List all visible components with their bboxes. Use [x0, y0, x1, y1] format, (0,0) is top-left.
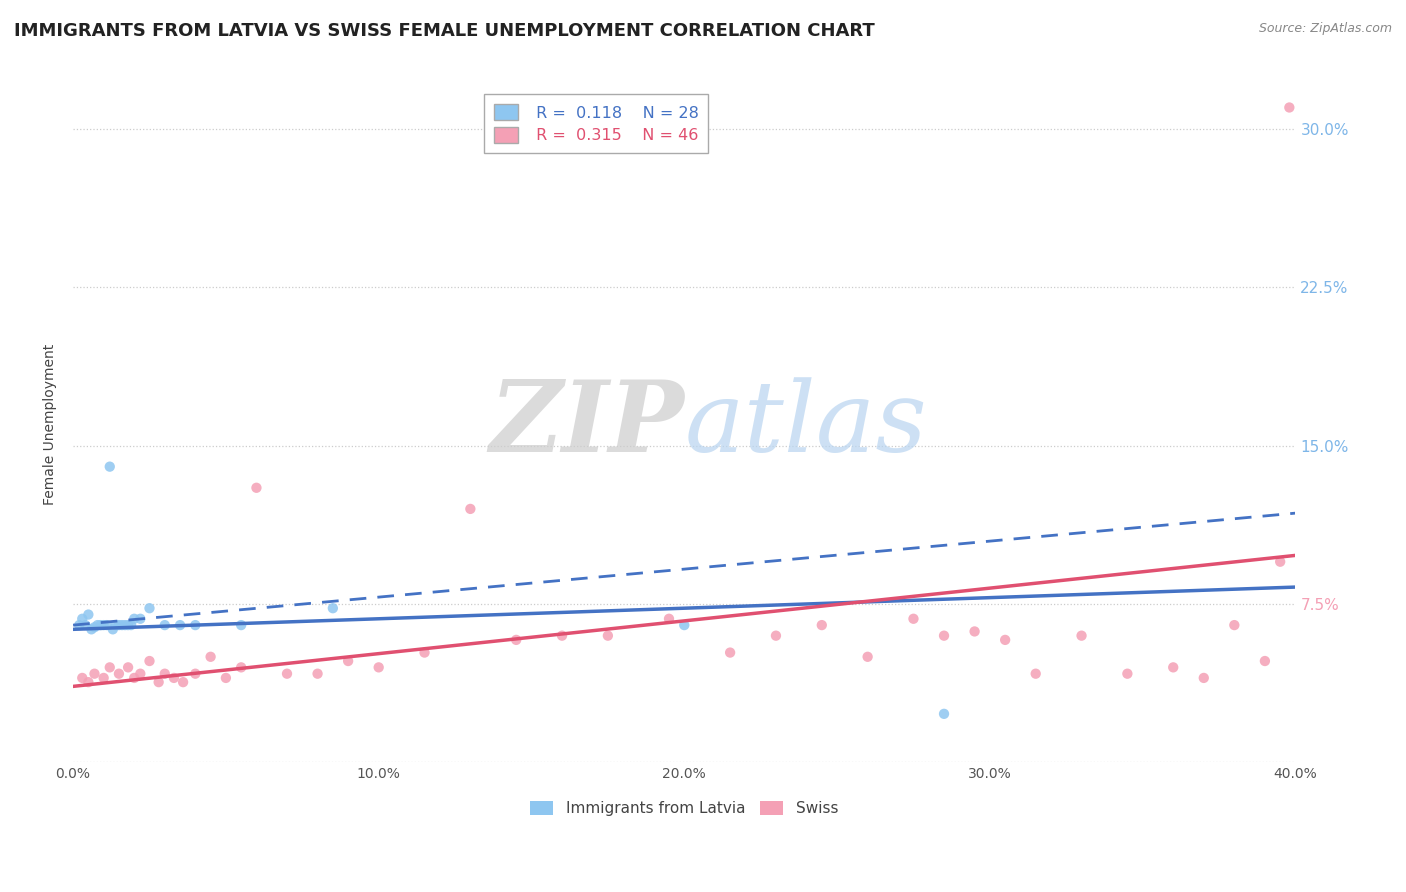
Point — [90, 618, 112, 632]
Point — [129, 612, 152, 626]
Point — [138, 654, 160, 668]
Text: ZIP: ZIP — [489, 376, 685, 473]
Point — [75, 618, 97, 632]
Point — [101, 623, 124, 637]
Text: atlas: atlas — [685, 376, 927, 472]
Point — [184, 666, 207, 681]
Text: IMMIGRANTS FROM LATVIA VS SWISS FEMALE UNEMPLOYMENT CORRELATION CHART: IMMIGRANTS FROM LATVIA VS SWISS FEMALE U… — [14, 22, 875, 40]
Point — [1223, 618, 1246, 632]
Point — [932, 706, 955, 721]
Point — [367, 660, 389, 674]
Point — [86, 618, 108, 632]
Point — [1254, 654, 1277, 668]
Point — [337, 654, 360, 668]
Point — [108, 618, 131, 632]
Point — [1278, 101, 1301, 115]
Point — [1025, 666, 1047, 681]
Point — [153, 666, 176, 681]
Point — [1270, 555, 1292, 569]
Point — [98, 660, 121, 674]
Point — [413, 646, 436, 660]
Point — [658, 612, 681, 626]
Point — [718, 646, 741, 660]
Point — [67, 618, 90, 632]
Point — [93, 671, 115, 685]
Point — [108, 666, 131, 681]
Point — [1192, 671, 1215, 685]
Point — [184, 618, 207, 632]
Point — [1070, 629, 1092, 643]
Point — [231, 618, 253, 632]
Point — [460, 502, 482, 516]
Point — [148, 675, 170, 690]
Point — [163, 671, 186, 685]
Point — [1161, 660, 1184, 674]
Point — [231, 660, 253, 674]
Point — [596, 629, 619, 643]
Point — [276, 666, 298, 681]
Point — [138, 601, 160, 615]
Point — [856, 649, 879, 664]
Point — [96, 618, 118, 632]
Point — [120, 618, 142, 632]
Point — [994, 632, 1017, 647]
Point — [169, 618, 191, 632]
Point — [673, 618, 696, 632]
Point — [153, 618, 176, 632]
Point — [903, 612, 925, 626]
Point — [104, 618, 127, 632]
Point — [77, 675, 100, 690]
Point — [117, 618, 139, 632]
Point — [551, 629, 574, 643]
Point — [83, 620, 105, 634]
Point — [122, 671, 145, 685]
Text: Source: ZipAtlas.com: Source: ZipAtlas.com — [1258, 22, 1392, 36]
Point — [932, 629, 955, 643]
Point — [93, 618, 115, 632]
Point — [83, 666, 105, 681]
Point — [215, 671, 238, 685]
Point — [1116, 666, 1139, 681]
Point — [122, 612, 145, 626]
Point — [245, 481, 267, 495]
Point — [80, 623, 103, 637]
Point — [114, 618, 136, 632]
Y-axis label: Female Unemployment: Female Unemployment — [44, 343, 58, 505]
Point — [505, 632, 527, 647]
Point — [322, 601, 344, 615]
Point — [72, 612, 94, 626]
Legend: Immigrants from Latvia, Swiss: Immigrants from Latvia, Swiss — [524, 795, 844, 822]
Point — [765, 629, 787, 643]
Point — [72, 671, 94, 685]
Point — [307, 666, 329, 681]
Point — [200, 649, 222, 664]
Point — [77, 607, 100, 622]
Point — [172, 675, 194, 690]
Point — [810, 618, 832, 632]
Point — [963, 624, 986, 639]
Point — [98, 459, 121, 474]
Point — [117, 660, 139, 674]
Point — [111, 618, 134, 632]
Point — [129, 666, 152, 681]
